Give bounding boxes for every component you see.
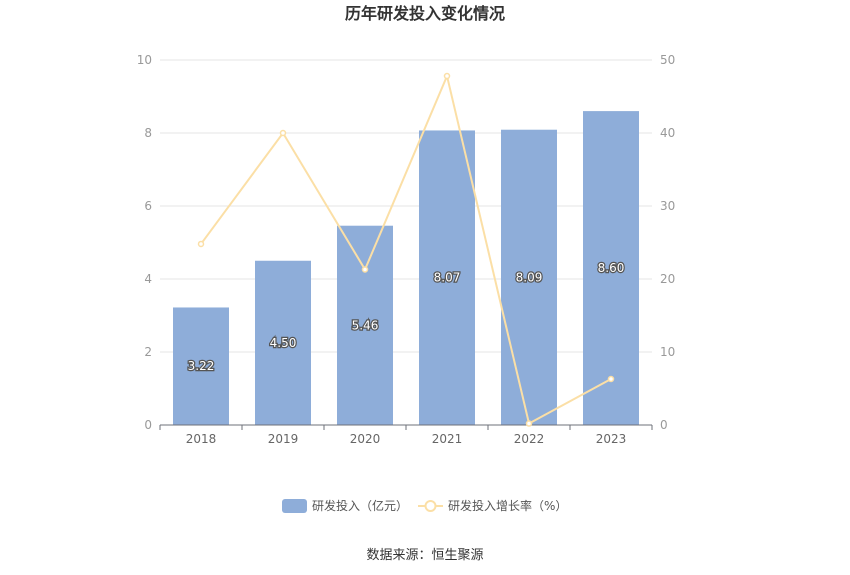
bar-labels: 3.22 4.50 5.46 8.07 8.09 8.60 — [186, 260, 625, 375]
x-axis: 2018 2019 2020 2021 2022 2023 — [159, 424, 653, 446]
bar[interactable] — [583, 111, 639, 425]
y-left-tick-label: 2 — [144, 345, 152, 359]
bar[interactable] — [173, 307, 229, 425]
bar[interactable] — [255, 260, 311, 425]
x-tick-label: 2020 — [350, 432, 381, 446]
legend-bar-swatch — [282, 499, 307, 513]
line-point[interactable] — [525, 420, 533, 427]
bar-value-label: 4.50 — [270, 336, 297, 350]
bar-value-label: 5.46 — [352, 318, 379, 332]
bar[interactable] — [501, 129, 557, 425]
bar-value-label: 8.09 — [516, 270, 543, 284]
y-left-tick-label: 4 — [144, 272, 152, 286]
legend: 研发投入（亿元） 研发投入增长率（%） — [282, 498, 567, 513]
line-point[interactable] — [361, 266, 369, 273]
line-point[interactable] — [197, 240, 205, 248]
x-tick-label: 2022 — [514, 432, 545, 446]
legend-item-bar[interactable]: 研发投入（亿元） — [282, 498, 408, 513]
x-tick-label: 2019 — [268, 432, 299, 446]
y-left-tick-label: 0 — [144, 418, 152, 432]
source-note: 数据来源：恒生聚源 — [366, 548, 483, 563]
line-series — [197, 72, 615, 427]
bar-value-label: 3.22 — [188, 359, 215, 373]
y-left-tick-label: 10 — [137, 53, 152, 67]
x-tick-label: 2021 — [432, 432, 463, 446]
bar-value-label: 8.60 — [598, 261, 625, 275]
y-axis-right: 0 10 20 30 40 50 — [660, 53, 675, 432]
line-point[interactable] — [607, 375, 615, 383]
line-point[interactable] — [443, 72, 451, 80]
y-axis-left: 0 2 4 6 8 10 — [137, 53, 152, 432]
growth-line — [200, 72, 612, 426]
bar-series — [173, 111, 639, 425]
line-point[interactable] — [279, 129, 287, 137]
grid — [160, 59, 652, 353]
y-right-tick-label: 0 — [660, 418, 668, 432]
y-right-tick-label: 30 — [660, 199, 675, 213]
legend-item-line[interactable]: 研发投入增长率（%） — [418, 498, 567, 513]
bar[interactable] — [419, 130, 475, 425]
y-right-tick-label: 10 — [660, 345, 675, 359]
legend-line-label: 研发投入增长率（%） — [448, 498, 567, 513]
y-right-tick-label: 50 — [660, 53, 675, 67]
legend-bar-label: 研发投入（亿元） — [312, 498, 408, 513]
y-left-tick-label: 6 — [144, 199, 152, 213]
x-tick-label: 2023 — [596, 432, 627, 446]
chart-title: 历年研发投入变化情况 — [345, 4, 505, 23]
bar-value-label: 8.07 — [434, 271, 461, 285]
y-left-tick-label: 8 — [144, 126, 152, 140]
legend-line-marker — [424, 500, 437, 512]
bar[interactable] — [337, 225, 393, 425]
y-right-tick-label: 40 — [660, 126, 675, 140]
x-tick-label: 2018 — [186, 432, 217, 446]
y-right-tick-label: 20 — [660, 272, 675, 286]
